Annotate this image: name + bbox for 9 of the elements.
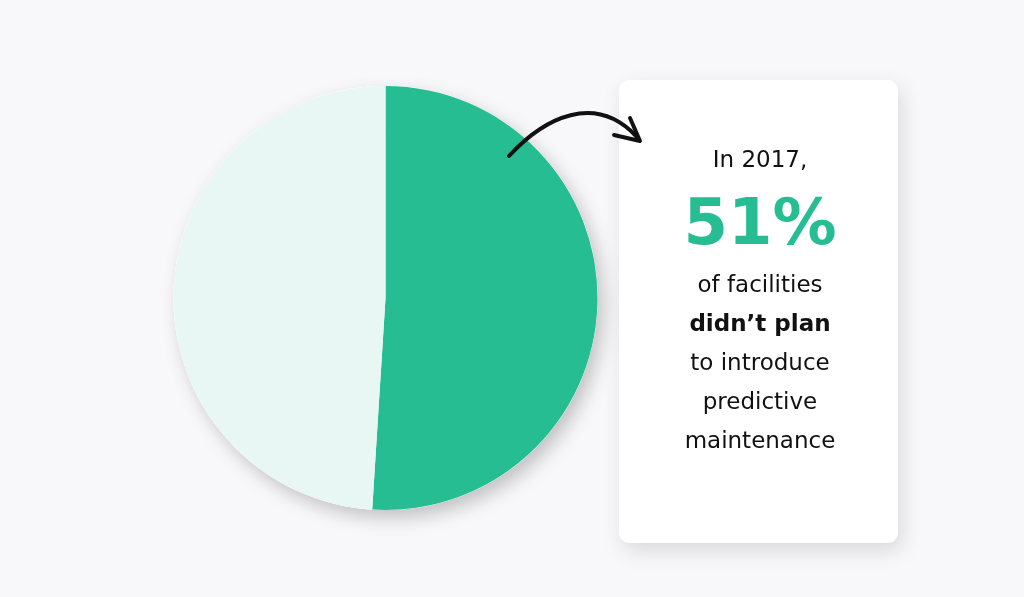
text: maintenance bbox=[684, 427, 836, 453]
text: 51% bbox=[683, 185, 837, 259]
text: of facilities bbox=[697, 271, 823, 297]
text: to introduce bbox=[690, 349, 830, 375]
pie-slice bbox=[372, 86, 598, 510]
pie-slice bbox=[173, 86, 386, 510]
text: predictive bbox=[702, 388, 818, 414]
text: didn’t plan bbox=[689, 310, 831, 336]
text: In 2017, bbox=[712, 146, 808, 172]
